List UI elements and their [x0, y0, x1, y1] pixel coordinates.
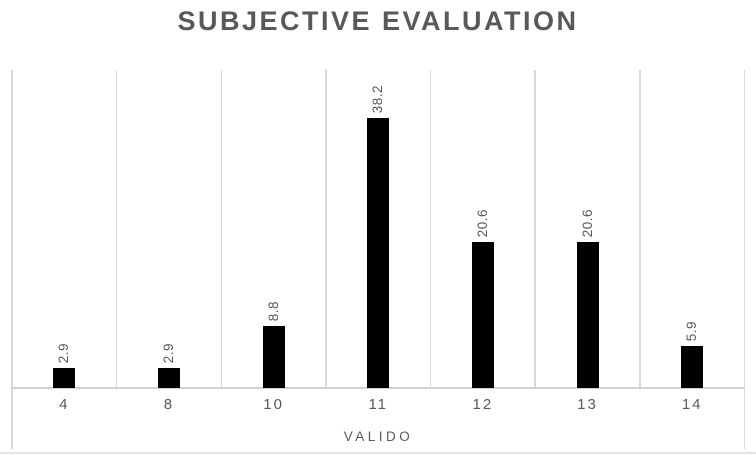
bar-value-label: 2.9 — [160, 342, 176, 363]
plot-side-gridline — [11, 70, 13, 449]
x-axis-label: VALIDO — [343, 429, 414, 444]
bar-13 — [576, 242, 599, 388]
bar-8 — [157, 368, 180, 388]
chart-bottom-border — [0, 452, 756, 454]
chart-title: SUBJECTIVE EVALUATION — [177, 6, 579, 36]
bar-11 — [367, 118, 390, 388]
x-tick-label: 12 — [472, 396, 494, 413]
vertical-gridline — [534, 70, 536, 388]
x-tick-label: 11 — [368, 396, 389, 413]
plot-side-gridline — [743, 70, 746, 449]
bar-value-label: 5.9 — [684, 320, 700, 341]
bar-value-label: 2.9 — [56, 342, 72, 363]
bar-value-label: 38.2 — [370, 84, 386, 113]
bar-14 — [681, 346, 704, 388]
vertical-gridline — [115, 70, 118, 388]
x-tick-label: 14 — [681, 396, 703, 413]
vertical-gridline — [429, 70, 432, 388]
x-tick-label: 10 — [263, 396, 284, 413]
vertical-gridline — [220, 70, 223, 388]
bar-10 — [262, 326, 285, 388]
bar-value-label: 8.8 — [265, 300, 281, 321]
bar-4 — [53, 368, 76, 388]
vertical-gridline — [325, 70, 327, 388]
bar-12 — [471, 242, 494, 388]
bar-value-label: 20.6 — [579, 208, 595, 237]
x-tick-label: 4 — [59, 396, 70, 413]
x-tick-label: 8 — [163, 396, 175, 413]
bar-value-label: 20.6 — [474, 208, 490, 237]
vertical-gridline — [639, 70, 641, 388]
x-tick-label: 13 — [577, 396, 598, 413]
